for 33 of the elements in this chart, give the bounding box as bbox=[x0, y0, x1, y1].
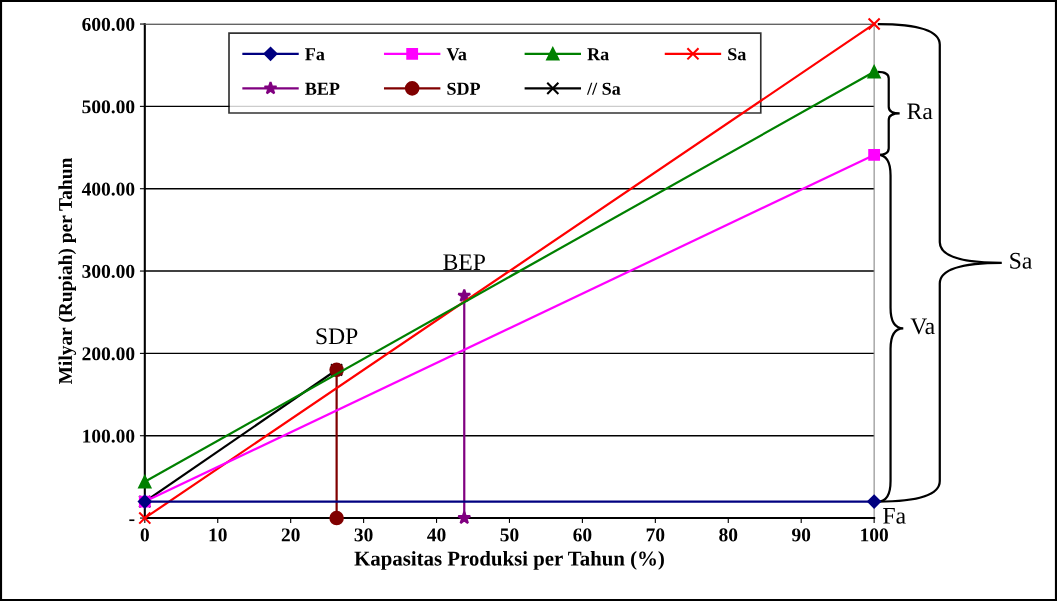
x-tick-label: 20 bbox=[281, 528, 300, 542]
x-tick-label: 30 bbox=[354, 528, 373, 542]
y-tick-label: 300.00 bbox=[82, 264, 135, 279]
x-axis-title: Kapasitas Produksi per Tahun (%) bbox=[354, 550, 664, 570]
legend-label: // Sa bbox=[586, 82, 621, 95]
legend-label: Va bbox=[446, 48, 467, 61]
legend-label: BEP bbox=[305, 82, 340, 95]
y-tick-label: 400.00 bbox=[81, 182, 135, 196]
x-tick-label: 90 bbox=[792, 528, 811, 542]
x-tick-label: 80 bbox=[719, 528, 738, 542]
y-tick-label: - bbox=[129, 519, 135, 522]
x-tick-label: 50 bbox=[500, 528, 519, 542]
x-tick-label: 60 bbox=[573, 528, 592, 542]
x-tick-label: 40 bbox=[427, 528, 446, 542]
y-axis-title: Milyar (Rupiah) per Tahun bbox=[58, 157, 77, 385]
text: Va bbox=[910, 318, 935, 335]
x-tick-label: 10 bbox=[209, 528, 227, 542]
legend-label: Sa bbox=[728, 48, 747, 61]
legend-label: Ra bbox=[587, 48, 609, 61]
legend-label: SDP bbox=[447, 82, 481, 95]
legend-label: Fa bbox=[305, 48, 325, 61]
x-tick-label: 0 bbox=[140, 528, 149, 542]
y-tick-label: 500.00 bbox=[82, 100, 135, 114]
y-tick-label: 600.00 bbox=[82, 17, 135, 32]
annotation: Fa bbox=[883, 508, 906, 524]
x-tick-label: 70 bbox=[646, 528, 665, 542]
y-tick-label: 100.00 bbox=[83, 429, 135, 443]
annotation: BEP bbox=[443, 254, 485, 270]
x-tick-label: 100 bbox=[861, 528, 888, 542]
annotation: SDP bbox=[316, 328, 358, 345]
text: Sa bbox=[1010, 252, 1032, 269]
text: Ra bbox=[907, 103, 933, 120]
y-tick-label: 200.00 bbox=[82, 347, 135, 361]
